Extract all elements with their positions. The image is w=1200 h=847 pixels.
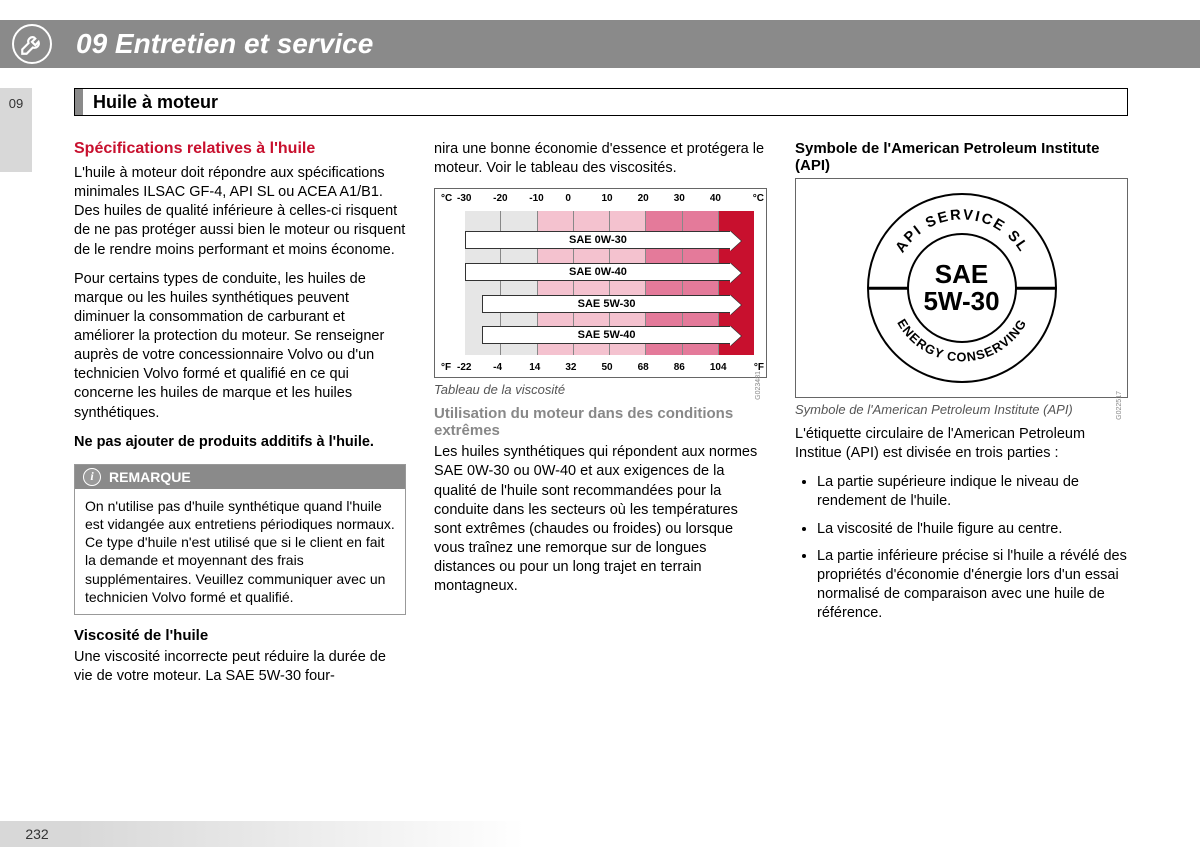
api-bullet: La partie supérieure indique le niveau d…	[817, 473, 1128, 511]
column-1: Spécifications relatives à l'huile L'hui…	[74, 140, 406, 696]
api-donut: API SERVICE SL ENERGY CONSERVING SAE 5W-…	[867, 193, 1057, 383]
unit-fahrenheit-left: °F	[441, 362, 451, 373]
section-heading-box: Huile à moteur	[74, 88, 1128, 116]
fahrenheit-tick: 104	[710, 362, 754, 373]
api-arc-svg: API SERVICE SL ENERGY CONSERVING	[869, 195, 1055, 381]
viscosity-para: Une viscosité incorrecte peut réduire la…	[74, 648, 406, 686]
unit-celsius-left: °C	[441, 193, 452, 204]
celsius-ticks: -30-20-10010203040	[465, 193, 754, 204]
api-caption: Symbole de l'American Petroleum Institut…	[795, 402, 1128, 417]
api-heading: Symbole de l'American Petroleum Institut…	[795, 140, 1128, 174]
wrench-icon	[12, 24, 52, 64]
note-header: i REMARQUE	[75, 465, 405, 489]
oil-bar: SAE 0W-30	[465, 231, 731, 249]
footer-fade	[74, 821, 1200, 847]
spec-para-2: Pour certains types de conduite, les hui…	[74, 270, 406, 423]
extreme-heading: Utilisation du moteur dans des condition…	[434, 405, 767, 439]
api-bullets: La partie supérieure indique le niveau d…	[795, 473, 1128, 623]
note-title: REMARQUE	[109, 469, 191, 485]
note-box: i REMARQUE On n'utilise pas d'huile synt…	[74, 464, 406, 615]
fahrenheit-ticks: -22-41432506886104	[465, 362, 754, 373]
page-number: 232	[0, 821, 74, 847]
oil-bar: SAE 5W-40	[482, 326, 731, 344]
extreme-para: Les huiles synthétiques qui répondent au…	[434, 443, 767, 596]
spec-heading: Spécifications relatives à l'huile	[74, 140, 406, 158]
oil-bar: SAE 0W-40	[465, 263, 731, 281]
oil-bar: SAE 5W-30	[482, 295, 731, 313]
unit-celsius-right: °C	[753, 193, 764, 204]
no-additives: Ne pas ajouter de produits additifs à l'…	[74, 433, 406, 452]
celsius-tick: 40	[710, 193, 754, 204]
column-3: Symbole de l'American Petroleum Institut…	[795, 140, 1128, 696]
api-symbol-box: API SERVICE SL ENERGY CONSERVING SAE 5W-…	[795, 178, 1128, 398]
heading-accent-bar	[75, 89, 83, 115]
note-body: On n'utilise pas d'huile synthétique qua…	[75, 489, 405, 614]
api-code: G022517	[1116, 391, 1123, 420]
chart-plot-area: SAE 0W-30 SAE 0W-40 SAE 5W-30 SAE 5W-40	[465, 211, 754, 355]
svg-text:API SERVICE SL: API SERVICE SL	[892, 207, 1031, 256]
content-area: Spécifications relatives à l'huile L'hui…	[74, 140, 1128, 696]
api-intro: L'étiquette circulaire de l'American Pet…	[795, 425, 1128, 463]
info-icon: i	[83, 468, 101, 486]
viscosity-chart: °C °C °F °F -30-20-10010203040 -22-41432…	[434, 188, 767, 378]
chapter-title: 09 Entretien et service	[76, 28, 373, 60]
chart-caption: Tableau de la viscosité	[434, 382, 767, 397]
api-bullet: La viscosité de l'huile figure au centre…	[817, 520, 1128, 539]
api-bullet: La partie inférieure précise si l'huile …	[817, 547, 1128, 624]
spec-para-1: L'huile à moteur doit répondre aux spéci…	[74, 164, 406, 260]
svg-text:ENERGY CONSERVING: ENERGY CONSERVING	[894, 316, 1029, 364]
chart-code: G023481	[755, 371, 762, 400]
section-heading: Huile à moteur	[93, 92, 218, 113]
col2-para-1: nira une bonne économie d'essence et pro…	[434, 140, 767, 178]
viscosity-heading: Viscosité de l'huile	[74, 627, 406, 644]
column-2: nira une bonne économie d'essence et pro…	[434, 140, 767, 696]
side-tab: 09	[0, 88, 32, 172]
chapter-header: 09 Entretien et service	[0, 20, 1200, 68]
